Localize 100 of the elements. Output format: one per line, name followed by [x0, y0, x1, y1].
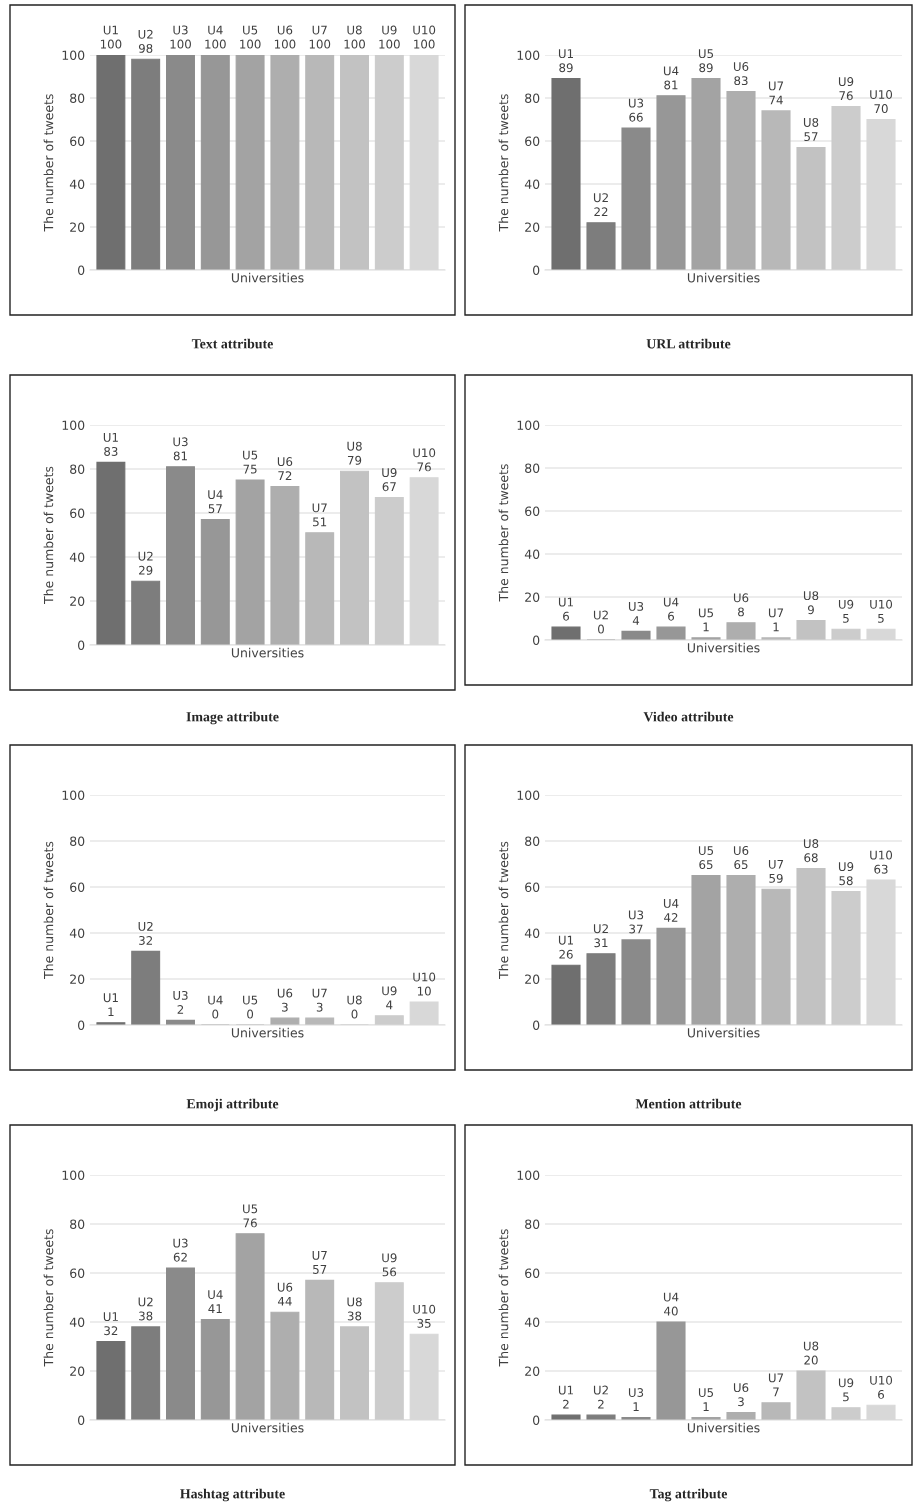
y-tick-label: 60	[525, 136, 540, 146]
category-label: U6	[733, 593, 749, 603]
category-label: U6	[733, 1383, 749, 1393]
category-label: U1	[558, 597, 573, 607]
data-label: 100	[240, 39, 261, 49]
data-label: 2	[177, 1005, 184, 1014]
text: Emoji attribute	[186, 1098, 279, 1112]
data-label: 6	[878, 1389, 885, 1399]
category-label: U6	[733, 846, 749, 855]
category-label: U5	[243, 1204, 258, 1214]
data-label: 76	[839, 91, 853, 101]
category-label: U8	[803, 117, 819, 127]
x-axis-title: Universities	[231, 272, 304, 283]
text: URL attribute	[646, 338, 731, 349]
category-label: U4	[208, 1290, 223, 1299]
category-label: U6	[277, 457, 293, 467]
data-label: 65	[734, 860, 748, 870]
category-label: U1	[558, 49, 573, 59]
y-tick-label: 20	[70, 1366, 85, 1376]
category-label: U3	[628, 1388, 644, 1397]
data-label: 68	[804, 853, 818, 863]
y-tick-label: 60	[70, 136, 85, 146]
y-tick-label: 40	[524, 928, 540, 938]
data-label: 3	[738, 1397, 744, 1407]
category-label: U8	[347, 25, 362, 35]
y-tick-label: 0	[533, 1020, 540, 1030]
category-label: U3	[628, 910, 644, 920]
y-tick-label: 20	[70, 222, 85, 232]
category-label: U9	[838, 862, 854, 872]
data-label: 6	[668, 611, 675, 621]
category-label: U4	[663, 1292, 679, 1302]
data-label: 41	[208, 1304, 222, 1313]
data-label: 83	[734, 76, 748, 86]
data-label: 2	[563, 1399, 569, 1409]
category-label: U4	[208, 490, 223, 500]
category-label: U9	[838, 77, 854, 87]
x-axis-title: Universities	[687, 1422, 760, 1433]
data-label: 5	[843, 1392, 849, 1402]
data-label: 35	[417, 1318, 431, 1328]
y-tick-label: 40	[524, 549, 540, 559]
category-label: U8	[803, 839, 819, 849]
y-tick-label: 80	[70, 464, 85, 474]
data-label: 65	[699, 860, 713, 870]
data-label: 1	[773, 622, 779, 632]
category-label: U2	[138, 1297, 153, 1307]
data-label: 74	[769, 95, 783, 105]
category-label: U4	[663, 66, 679, 76]
data-label: 3	[282, 1002, 288, 1012]
category-label: U1	[103, 993, 118, 1003]
data-label: 3	[316, 1002, 323, 1012]
category-label: U2	[593, 610, 608, 620]
y-tick-label: 40	[69, 179, 85, 189]
y-tick-label: 100	[517, 790, 540, 800]
data-label: 0	[598, 624, 604, 634]
data-label: 100	[205, 39, 226, 49]
data-label: 32	[104, 1326, 118, 1336]
data-label: 89	[559, 63, 573, 73]
data-label: 4	[632, 616, 640, 625]
data-label: 58	[839, 876, 853, 886]
data-label: 79	[347, 455, 362, 465]
y-tick-label: 80	[525, 463, 540, 473]
y-tick-label: 80	[70, 836, 85, 846]
y-tick-label: 100	[517, 50, 540, 60]
y-tick-label: 80	[70, 93, 85, 103]
text: Mention attribute	[635, 1098, 742, 1109]
data-label: 100	[379, 39, 400, 49]
y-axis-title: The number of tweets	[498, 841, 509, 979]
category-label: U3	[628, 601, 644, 611]
category-label: U4	[663, 899, 679, 908]
category-label: U4	[208, 995, 223, 1005]
category-label: U5	[698, 1388, 714, 1397]
category-label: U7	[768, 608, 784, 618]
data-label: 1	[633, 1402, 639, 1411]
data-label: 63	[874, 864, 888, 874]
y-axis-title: The number of tweets	[43, 1229, 54, 1367]
category-label: U8	[347, 995, 362, 1005]
category-label: U1	[103, 1312, 118, 1322]
data-label: 76	[417, 462, 431, 472]
category-label: U3	[173, 25, 188, 35]
data-label: 56	[382, 1267, 397, 1277]
data-label: 29	[139, 565, 153, 575]
y-axis-title: The number of tweets	[498, 1229, 509, 1367]
y-tick-label: 20	[525, 1366, 540, 1376]
y-tick-label: 40	[524, 179, 540, 189]
data-label: 100	[414, 39, 435, 49]
x-axis-title: Universities	[687, 642, 760, 653]
data-label: 62	[173, 1252, 187, 1262]
category-label: U8	[347, 441, 362, 451]
category-label: U4	[663, 597, 679, 607]
y-tick-label: 0	[78, 640, 85, 650]
x-axis-title: Universities	[231, 1422, 304, 1433]
y-tick-label: 0	[78, 265, 85, 275]
data-label: 5	[843, 614, 849, 623]
y-axis-title: The number of tweets	[498, 464, 509, 602]
category-label: U5	[243, 450, 258, 460]
x-axis-title: Universities	[231, 1027, 304, 1038]
data-label: 40	[664, 1306, 678, 1316]
data-label: 7	[773, 1387, 779, 1397]
data-label: 26	[559, 949, 573, 959]
category-label: U9	[382, 468, 397, 478]
